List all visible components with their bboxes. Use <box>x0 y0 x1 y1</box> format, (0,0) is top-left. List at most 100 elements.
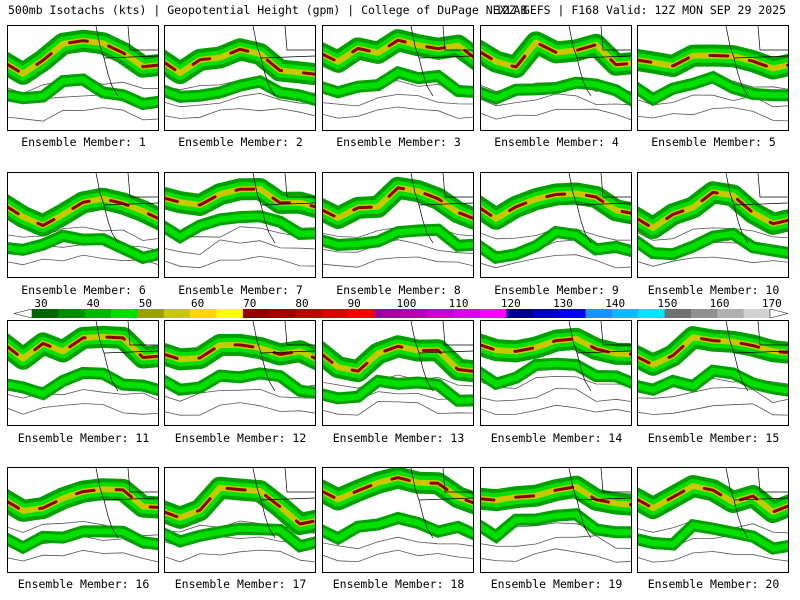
jet-stream-map <box>8 26 158 122</box>
ensemble-panel <box>637 320 789 426</box>
header-title: 500mb Isotachs (kts) | Geopotential Heig… <box>8 3 528 17</box>
isotach-band <box>638 73 788 103</box>
jet-stream-map <box>8 468 158 563</box>
isotach-band <box>8 76 158 107</box>
height-contour <box>8 107 158 122</box>
height-contour <box>165 92 315 108</box>
colorbar-tick-label: 100 <box>396 297 417 310</box>
isotach-band <box>323 514 473 542</box>
colorbar-swatch <box>374 309 402 318</box>
height-contour <box>8 389 158 401</box>
map-border <box>252 321 315 392</box>
colorbar-swatch <box>743 309 771 318</box>
isotach-band <box>165 343 315 361</box>
member-caption: Ensemble Member: 2 <box>178 135 303 149</box>
member-caption: Ensemble Member: 1 <box>21 135 146 149</box>
member-caption: Ensemble Member: 6 <box>21 283 146 297</box>
colorbar-tick-label: 90 <box>347 297 361 310</box>
height-contour <box>481 108 631 121</box>
map-border <box>568 26 631 97</box>
ensemble-panel <box>7 25 159 131</box>
map-border <box>252 26 315 97</box>
member-caption: Ensemble Member: 11 <box>17 431 150 445</box>
isotach-band <box>323 38 473 64</box>
member-caption: Ensemble Member: 14 <box>490 431 623 445</box>
isotach-band <box>323 377 473 404</box>
colorbar-swatch <box>427 309 455 318</box>
ensemble-panel <box>480 25 632 131</box>
ensemble-panel <box>322 172 474 278</box>
height-contour <box>165 239 315 255</box>
height-contour <box>638 387 788 404</box>
isotach-band <box>638 54 788 70</box>
colorbar-swatch <box>216 309 244 318</box>
member-caption: Ensemble Member: 17 <box>174 577 307 591</box>
colorbar-swatch <box>111 309 138 318</box>
isotach-band <box>481 40 631 69</box>
color-scale-bar <box>14 309 788 318</box>
map-border <box>95 173 158 244</box>
jet-stream-map <box>165 26 315 119</box>
colorbar-swatch <box>717 309 744 318</box>
ensemble-panel <box>637 25 789 131</box>
colorbar-swatch <box>348 309 375 318</box>
jet-stream-map <box>481 321 631 416</box>
map-border <box>95 26 158 97</box>
colorbar-swatch <box>453 309 481 318</box>
colorbar-swatch <box>480 309 507 318</box>
map-border <box>95 468 158 539</box>
ensemble-panel <box>7 172 159 278</box>
map-border <box>568 321 631 392</box>
colorbar-swatch <box>559 309 586 318</box>
isotach-band <box>8 528 158 551</box>
height-contour <box>323 256 473 268</box>
isotach-band <box>638 484 788 514</box>
member-caption: Ensemble Member: 13 <box>332 431 465 445</box>
colorbar-tick-label: 120 <box>500 297 521 310</box>
isotach-band <box>8 197 158 227</box>
isotach-band <box>165 78 315 104</box>
colorbar-swatch <box>84 309 112 318</box>
height-contour <box>638 227 788 241</box>
ensemble-panel <box>7 467 159 573</box>
jet-stream-map <box>323 321 473 416</box>
map-border <box>725 321 788 392</box>
height-contour <box>638 94 788 108</box>
ensemble-panel <box>322 320 474 426</box>
height-contour <box>323 536 473 550</box>
colorbar-swatch <box>664 309 692 318</box>
colorbar-swatch <box>321 309 349 318</box>
height-contour <box>323 93 473 107</box>
isotach-band <box>481 79 631 104</box>
isotach-band <box>8 335 158 361</box>
colorbar-swatch <box>269 309 296 318</box>
colorbar-swatch <box>690 309 718 318</box>
jet-stream-map <box>165 173 315 269</box>
height-contour <box>638 403 788 416</box>
colorbar-swatch <box>295 309 323 318</box>
jet-stream-map <box>638 468 788 563</box>
jet-stream-map <box>638 173 788 267</box>
map-border <box>725 173 788 244</box>
height-contour <box>165 549 315 563</box>
colorbar-swatch <box>242 309 270 318</box>
isotach-band <box>323 476 473 505</box>
jet-stream-map <box>481 173 631 269</box>
ensemble-panel <box>164 467 316 573</box>
height-contour <box>481 387 631 402</box>
map-border <box>410 173 473 244</box>
member-caption: Ensemble Member: 9 <box>494 283 619 297</box>
ensemble-panel <box>7 320 159 426</box>
jet-stream-map <box>481 26 631 121</box>
colorbar-swatch <box>58 309 86 318</box>
map-border <box>568 468 631 539</box>
colorbar-swatch <box>163 309 191 318</box>
member-caption: Ensemble Member: 8 <box>336 283 461 297</box>
ensemble-panel <box>637 467 789 573</box>
map-border <box>568 173 631 244</box>
height-contour <box>481 254 631 269</box>
colorbar-swatch <box>137 309 165 318</box>
height-contour <box>323 374 473 389</box>
jet-stream-map <box>638 321 788 416</box>
height-contour <box>323 106 473 119</box>
